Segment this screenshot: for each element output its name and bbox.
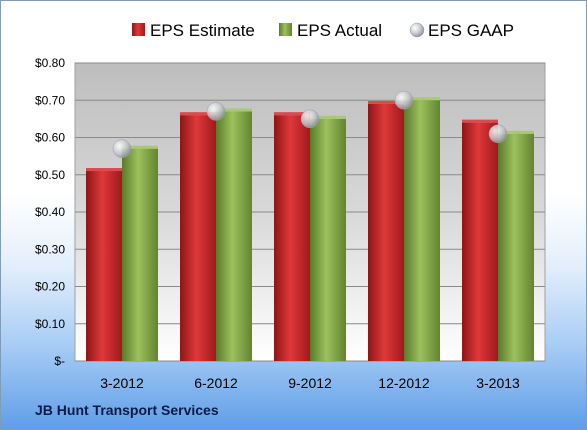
x-tick-label: 3-2013 <box>476 375 520 391</box>
bar-top-face <box>310 115 346 119</box>
bar-eps-actual-3-2013 <box>498 133 534 361</box>
y-tick-label: $0.50 <box>35 168 65 182</box>
bar-eps-estimate-3-2013 <box>462 122 498 361</box>
bar-top-face <box>462 119 498 123</box>
bar-eps-estimate-9-2012 <box>274 115 310 362</box>
x-tick-label: 9-2012 <box>288 375 332 391</box>
bar-eps-estimate-12-2012 <box>368 103 404 361</box>
y-tick-label: $0.60 <box>35 131 65 145</box>
bar-top-face <box>122 145 158 149</box>
y-tick-label: $- <box>54 354 65 368</box>
legend-label: EPS GAAP <box>428 21 514 40</box>
legend-swatch-eps-actual <box>279 23 292 36</box>
y-tick-label: $0.10 <box>35 317 65 331</box>
bar-top-face <box>498 130 534 134</box>
x-tick-label: 3-2012 <box>100 375 144 391</box>
bar-top-face <box>368 100 404 104</box>
bar-top-face <box>86 168 122 172</box>
bar-eps-actual-3-2012 <box>122 148 158 361</box>
company-name: JB Hunt Transport Services <box>35 402 219 418</box>
legend-label: EPS Estimate <box>150 21 255 40</box>
bar-eps-estimate-6-2012 <box>180 115 216 362</box>
bar-top-face <box>216 108 252 112</box>
y-tick-label: $0.40 <box>35 205 65 219</box>
bar-top-face <box>274 112 310 116</box>
bar-eps-estimate-3-2012 <box>86 171 122 361</box>
bar-eps-actual-12-2012 <box>404 100 440 361</box>
marker-eps-gaap-3-2012 <box>112 139 132 158</box>
bar-top-face <box>180 112 216 116</box>
marker-eps-gaap-9-2012 <box>300 109 320 129</box>
x-tick-label: 6-2012 <box>194 375 238 391</box>
y-tick-label: $0.80 <box>35 56 65 70</box>
marker-eps-gaap-6-2012 <box>206 102 226 121</box>
bar-eps-actual-6-2012 <box>216 111 252 361</box>
marker-eps-gaap-12-2012 <box>394 91 414 110</box>
bar-eps-actual-9-2012 <box>310 118 346 361</box>
legend-swatch-eps-estimate <box>132 23 145 36</box>
legend-swatch-eps-gaap <box>409 22 425 38</box>
bar-top-face <box>404 97 440 101</box>
y-tick-label: $0.30 <box>35 242 65 256</box>
y-tick-label: $0.20 <box>35 280 65 294</box>
y-tick-label: $0.70 <box>35 93 65 107</box>
legend-label: EPS Actual <box>297 21 382 40</box>
marker-eps-gaap-3-2013 <box>488 124 508 144</box>
x-tick-label: 12-2012 <box>378 375 430 391</box>
